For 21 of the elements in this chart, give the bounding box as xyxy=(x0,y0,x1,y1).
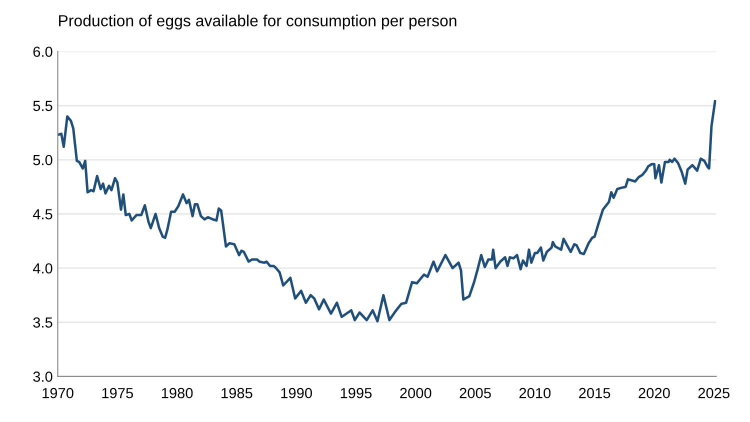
y-tick-label: 6.0 xyxy=(33,46,52,57)
y-tick-label: 3.0 xyxy=(33,372,52,382)
x-tick-label: 2010 xyxy=(519,388,551,398)
line-series xyxy=(58,100,716,322)
x-tick-label: 1975 xyxy=(102,388,134,398)
x-tick-label: 1995 xyxy=(340,388,372,398)
chart-title: Production of eggs available for consumption per person xyxy=(59,14,456,30)
x-tick-label: 2000 xyxy=(400,388,432,398)
x-tick-label: 2025 xyxy=(698,388,730,398)
y-tick-label: 5.0 xyxy=(33,154,52,166)
y-tick-label: 4.0 xyxy=(32,263,52,274)
x-tick-label: 1990 xyxy=(281,388,312,398)
x-tick-label: 2015 xyxy=(579,388,610,398)
y-tick-label: 4.5 xyxy=(32,209,52,220)
x-tick-label: 2005 xyxy=(460,388,491,398)
y-tick-label: 3.5 xyxy=(33,317,52,328)
y-tick-label: 5.5 xyxy=(33,100,52,112)
x-tick-label: 1985 xyxy=(222,388,252,398)
x-tick-label: 1970 xyxy=(42,388,74,398)
x-tick-label: 1980 xyxy=(162,388,193,398)
x-tick-label: 2020 xyxy=(638,388,670,398)
